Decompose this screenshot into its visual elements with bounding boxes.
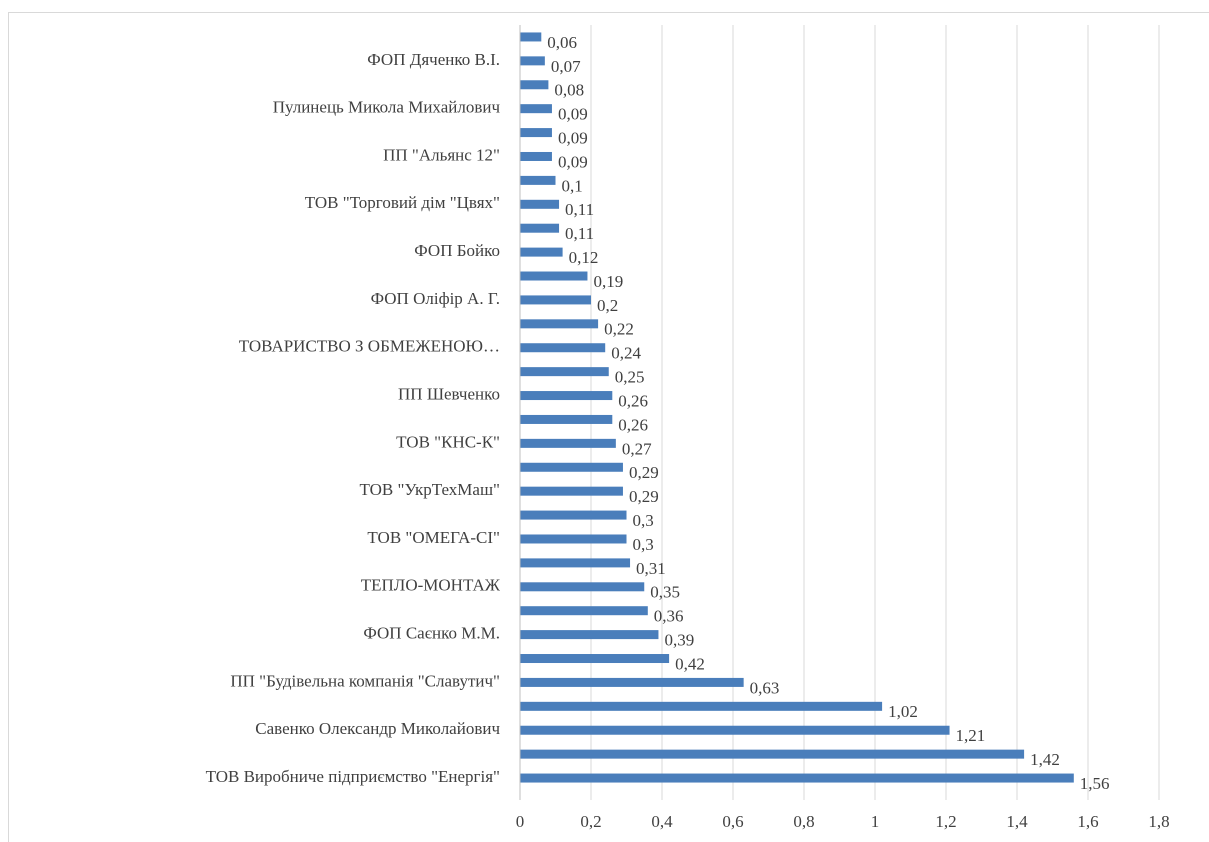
- bar: [520, 128, 552, 138]
- data-label: 0,42: [675, 654, 705, 673]
- data-label: 0,25: [615, 368, 645, 387]
- x-tick-label: 1,4: [1006, 812, 1028, 831]
- x-tick-label: 1,2: [935, 812, 956, 831]
- bar: [520, 32, 542, 42]
- data-label: 1,42: [1030, 750, 1060, 769]
- bar: [520, 725, 950, 735]
- y-tick-label: Пулинець Микола Михайлович: [273, 98, 501, 117]
- data-label: 0,09: [558, 105, 588, 124]
- y-tick-label: ФОП Дяченко В.І.: [367, 50, 500, 69]
- bar: [520, 510, 627, 520]
- x-tick-label: 1,8: [1148, 812, 1169, 831]
- y-tick-label: ФОП Саєнко М.М.: [363, 624, 500, 643]
- data-label: 0,26: [618, 391, 648, 410]
- bar: [520, 630, 659, 640]
- data-label: 0,06: [547, 33, 577, 52]
- y-tick-label: ТОВ "УкрТехМаш": [359, 480, 500, 499]
- data-label: 0,1: [562, 176, 583, 195]
- data-label: 0,3: [633, 511, 654, 530]
- chart-frame: [8, 12, 1209, 842]
- data-label: 0,29: [629, 463, 659, 482]
- bar: [520, 199, 560, 209]
- bar: [520, 391, 613, 401]
- bar: [520, 319, 599, 329]
- bar: [520, 367, 609, 377]
- data-label: 0,12: [569, 248, 599, 267]
- bar: [520, 749, 1025, 759]
- x-tick-label: 0,2: [580, 812, 601, 831]
- y-tick-label: ТОВАРИСТВО З ОБМЕЖЕНОЮ…: [239, 337, 500, 356]
- bar: [520, 295, 591, 305]
- x-tick-label: 0: [516, 812, 525, 831]
- bar: [520, 414, 613, 424]
- x-tick-label: 1,6: [1077, 812, 1098, 831]
- y-tick-label: ТОВ "КНС-К": [396, 432, 500, 451]
- data-label: 0,3: [633, 535, 654, 554]
- y-tick-label: ТОВ Виробниче підприємство "Енергія": [206, 767, 500, 786]
- x-tick-label: 1: [871, 812, 880, 831]
- data-label: 0,31: [636, 559, 666, 578]
- bar: [520, 701, 883, 711]
- bar: [520, 175, 556, 185]
- bar: [520, 151, 552, 161]
- x-tick-label: 0,6: [722, 812, 743, 831]
- data-label: 0,39: [664, 631, 694, 650]
- bar: [520, 773, 1074, 783]
- bar: [520, 247, 563, 257]
- data-label: 1,21: [956, 726, 986, 745]
- x-tick-label: 0,8: [793, 812, 814, 831]
- bar: [520, 223, 560, 233]
- data-label: 0,29: [629, 487, 659, 506]
- y-tick-label: Савенко Олександр Миколайович: [255, 719, 500, 738]
- y-tick-label: ТЕПЛО-МОНТАЖ: [361, 576, 501, 595]
- y-tick-label: ФОП Оліфір А. Г.: [371, 289, 500, 308]
- bar: [520, 104, 552, 114]
- data-label: 1,02: [888, 702, 918, 721]
- bar: [520, 462, 623, 472]
- data-label: 0,08: [554, 81, 584, 100]
- data-label: 0,2: [597, 296, 618, 315]
- data-label: 0,11: [565, 224, 594, 243]
- data-label: 0,27: [622, 439, 652, 458]
- bar: [520, 677, 744, 687]
- data-label: 0,09: [558, 152, 588, 171]
- y-tick-label: ПП "Будівельна компанія "Славутич": [230, 671, 500, 690]
- data-label: 0,24: [611, 344, 641, 363]
- y-tick-label: ТОВ "ОМЕГА-СІ": [367, 528, 500, 547]
- bar: [520, 534, 627, 544]
- data-label: 0,36: [654, 607, 684, 626]
- bar: [520, 558, 631, 568]
- y-tick-label: ТОВ "Торговий дім "Цвях": [305, 193, 500, 212]
- data-label: 0,07: [551, 57, 581, 76]
- data-label: 0,63: [750, 678, 780, 697]
- bar: [520, 438, 616, 448]
- data-label: 1,56: [1080, 774, 1110, 793]
- bar: [520, 343, 606, 353]
- data-label: 0,11: [565, 200, 594, 219]
- bar: [520, 654, 670, 664]
- data-label: 0,22: [604, 320, 634, 339]
- data-label: 0,19: [593, 272, 623, 291]
- bar: [520, 80, 549, 90]
- bar: [520, 271, 588, 281]
- bar: [520, 582, 645, 592]
- y-tick-label: ПП Шевченко: [398, 384, 500, 403]
- y-tick-label: ПП "Альянс 12": [383, 145, 500, 164]
- y-tick-label: ФОП Бойко: [414, 241, 500, 260]
- bar: [520, 56, 545, 66]
- bar: [520, 606, 648, 616]
- x-tick-label: 0,4: [651, 812, 673, 831]
- data-label: 0,09: [558, 128, 588, 147]
- data-label: 0,35: [650, 583, 680, 602]
- data-label: 0,26: [618, 415, 648, 434]
- bar: [520, 486, 623, 496]
